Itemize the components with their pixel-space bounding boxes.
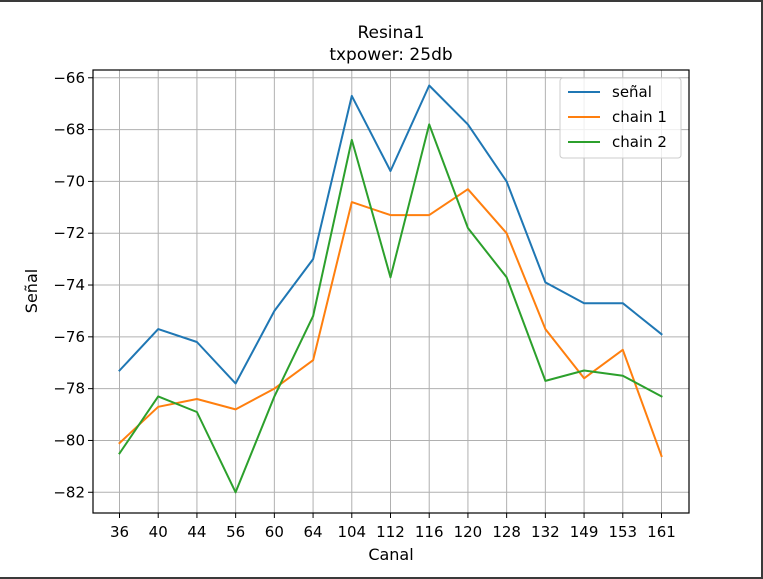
x-tick-label: 64	[304, 523, 323, 541]
y-tick-label: −82	[53, 483, 85, 501]
series-lines	[118, 84, 663, 494]
x-tick-label: 116	[415, 523, 444, 541]
y-tick-label: −70	[53, 172, 85, 190]
x-tick-label: 44	[187, 523, 206, 541]
legend-box	[559, 77, 682, 159]
x-tick-label: 104	[337, 523, 366, 541]
window-frame-right	[761, 0, 763, 579]
series-line-3	[118, 123, 663, 494]
x-tick-label: 161	[647, 523, 676, 541]
chart-title: Resina1	[357, 23, 424, 43]
x-tick-label: 149	[570, 523, 599, 541]
legend-label-senal: señal	[612, 83, 652, 101]
legend-label-chain-1: chain 1	[612, 108, 667, 126]
x-tick-label: 36	[110, 523, 129, 541]
y-tick-label: −72	[53, 224, 85, 242]
x-tick-label: 128	[492, 523, 521, 541]
legend: señal chain 1 chain 2	[559, 77, 682, 159]
legend-label-chain-2: chain 2	[612, 133, 667, 151]
y-tick-label: −78	[53, 380, 85, 398]
x-tick-label: 132	[531, 523, 560, 541]
y-tick-label: −68	[53, 121, 85, 139]
axis-ticks: 36 40 44 56 60 64 104 112 116 120 128 132 149 153 161 −…	[53, 69, 675, 541]
y-tick-label: −74	[53, 276, 85, 294]
x-tick-label: 112	[376, 523, 405, 541]
grid	[93, 70, 689, 513]
x-axis-label: Canal	[368, 545, 413, 564]
y-axis-label: Señal	[22, 269, 41, 313]
x-tick-label: 56	[226, 523, 245, 541]
x-tick-label: 120	[454, 523, 483, 541]
y-tick-label: −80	[53, 431, 85, 449]
y-tick-label: −76	[53, 328, 85, 346]
x-tick-label: 40	[149, 523, 168, 541]
chart-subtitle: txpower: 25db	[329, 45, 452, 65]
series-line-2	[118, 188, 663, 458]
series-line-1	[118, 84, 663, 385]
y-tick-label: −66	[53, 69, 85, 87]
window-frame-bottom	[0, 577, 763, 579]
x-tick-label: 60	[265, 523, 284, 541]
x-tick-label: 153	[608, 523, 637, 541]
window-frame-top	[0, 0, 763, 2]
